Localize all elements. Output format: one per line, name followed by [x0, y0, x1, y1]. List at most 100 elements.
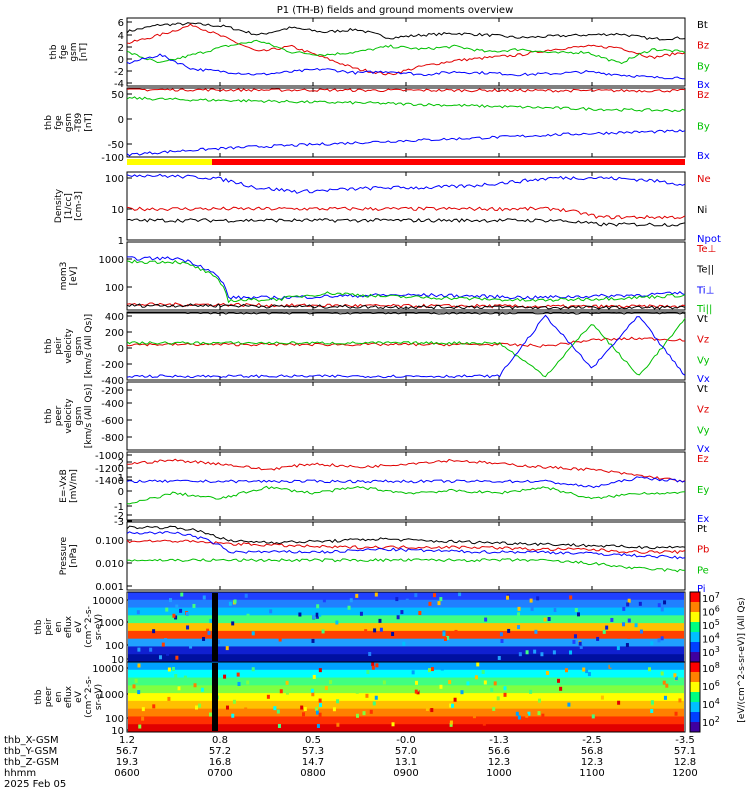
spectrogram-8-pixel [246, 613, 250, 618]
spectrogram-9-pixel [223, 674, 227, 679]
spectrogram-8-pixel [144, 634, 148, 639]
series-7-Pb [126, 539, 686, 555]
footer-value-6-0: -3.5 [675, 735, 695, 746]
colorbar-9-segment [690, 692, 700, 703]
spectrogram-8-pixel [547, 617, 551, 622]
spectrogram-9-pixel [567, 702, 571, 707]
spectrogram-8-pixel [654, 650, 658, 655]
spectrogram-9-pixel [232, 699, 236, 704]
spectrogram-9-band [128, 669, 684, 679]
spectrogram-8-pixel [316, 604, 320, 609]
panel-3-ytick-label: 1000 [99, 255, 124, 266]
spectrogram-8-pixel [499, 632, 503, 637]
spectrogram-9-pixel [371, 665, 375, 670]
spectrogram-8-pixel [225, 646, 229, 651]
spectrogram-9-pixel [440, 666, 444, 671]
spectrogram-9-pixel [315, 710, 319, 715]
spectrogram-8-band [128, 646, 684, 655]
spectrogram-9-band [128, 693, 684, 702]
panel-5-frame [126, 381, 686, 451]
footer-value-1-0: 0.8 [212, 735, 228, 746]
spectrogram-8-pixel [202, 595, 206, 600]
footer-value-2-3: 0800 [300, 768, 325, 779]
spectrogram-8-pixel [231, 621, 235, 626]
series-7-Pe [126, 558, 686, 573]
footer-value-5-3: 1100 [579, 768, 604, 779]
legend-7-3: Pi [697, 584, 706, 595]
spectrogram-8-pixel [152, 629, 156, 634]
legend-0-1: Bz [697, 41, 709, 52]
spectrogram-8-pixel [534, 639, 538, 644]
spectrogram-9-pixel [453, 697, 457, 702]
panel-0-ylabel: gsm [69, 42, 79, 61]
spectrogram-8-pixel [622, 622, 626, 627]
spectrogram-8-pixel [517, 625, 521, 630]
series-1-Bz [126, 88, 686, 93]
series-1-By [126, 96, 686, 113]
legend-1-1: By [697, 122, 710, 133]
spectrogram-8-pixel [206, 628, 210, 633]
panel-0-ytick-label: -4 [114, 79, 124, 90]
spectrogram-8-pixel [657, 603, 661, 608]
spectrogram-8-band [128, 592, 684, 601]
panel-2-ylabel: [1/cc] [64, 193, 74, 219]
footer-label-3: hhmm [4, 768, 36, 779]
spectrogram-8-pixel [573, 634, 577, 639]
colorbar-8-tick: 107 [702, 591, 720, 605]
spectrogram-8-pixel [378, 618, 382, 623]
colorbar-8-segment [690, 622, 700, 633]
spectrogram-9-pixel [582, 667, 586, 672]
spectrogram-8-pixel [625, 643, 629, 648]
spectrogram-9-pixel [336, 699, 340, 704]
spectrogram-8-pixel [251, 631, 255, 636]
spectrogram-8-pixel [433, 593, 437, 598]
series-4-Vx [126, 314, 686, 379]
spectrogram-8-pixel [244, 593, 248, 598]
legend-7-2: Pe [697, 565, 709, 576]
panel-1-ytick-label: 50 [111, 90, 124, 101]
spectrogram-8-pixel [400, 610, 404, 615]
spectrogram-8-pixel [373, 628, 377, 633]
footer-value-5-1: 56.8 [581, 746, 603, 757]
series-7-Pt [126, 525, 686, 550]
spectrogram-9-pixel [311, 692, 315, 697]
legend-0-3: Bx [697, 80, 710, 91]
spectrogram-8-pixel [175, 604, 179, 609]
spectrogram-8-pixel [556, 607, 560, 612]
spectrogram-9-pixel [279, 689, 283, 694]
panel-5-ylabel: peer [54, 405, 64, 426]
spectrogram-9-band [128, 716, 684, 725]
colorbar-9-segment [690, 682, 700, 693]
panel-4-ytick-label: 200 [105, 328, 124, 339]
spectrogram-9-pixel [430, 708, 434, 713]
spectrogram-8-pixel [174, 615, 178, 620]
spectrogram-9-pixel [647, 667, 651, 672]
colorbar-9-tick: 108 [702, 661, 720, 675]
spectrogram-8-pixel [269, 609, 273, 614]
panel-3-ylabel: [eV] [69, 267, 79, 286]
panel-1-ylabel: fge [54, 115, 64, 130]
spectrogram-9-pixel [355, 713, 359, 718]
spectrogram-8-pixel [322, 598, 326, 603]
panel-9-ylabel: sr-eV) [94, 684, 104, 710]
footer-value-0-0: 1.2 [119, 735, 135, 746]
colorbar-9-frame [689, 661, 701, 733]
colorbar-8-segment [690, 592, 700, 603]
series-4-Vy [126, 318, 686, 378]
spectrogram-8-pixel [596, 636, 600, 641]
spectrogram-8-pixel [359, 611, 363, 616]
spectrogram-8-pixel [298, 612, 302, 617]
panel-5-ytick-label: -1400 [95, 476, 124, 487]
legend-2-1: Ni [697, 205, 707, 216]
spectrogram-9-gap [212, 663, 218, 731]
footer-value-4-3: 1000 [486, 768, 511, 779]
spectrogram-9-pixel [591, 714, 595, 719]
spectrogram-8-pixel [439, 597, 443, 602]
spectrogram-8-pixel [533, 649, 537, 654]
spectrogram-9-pixel [537, 711, 541, 716]
spectrogram-8-pixel [405, 598, 409, 603]
spectrogram-8-pixel [335, 620, 339, 625]
spectrogram-8-band [128, 638, 684, 647]
colorbar-9-segment [690, 672, 700, 683]
footer-value-3-3: 0900 [393, 768, 418, 779]
